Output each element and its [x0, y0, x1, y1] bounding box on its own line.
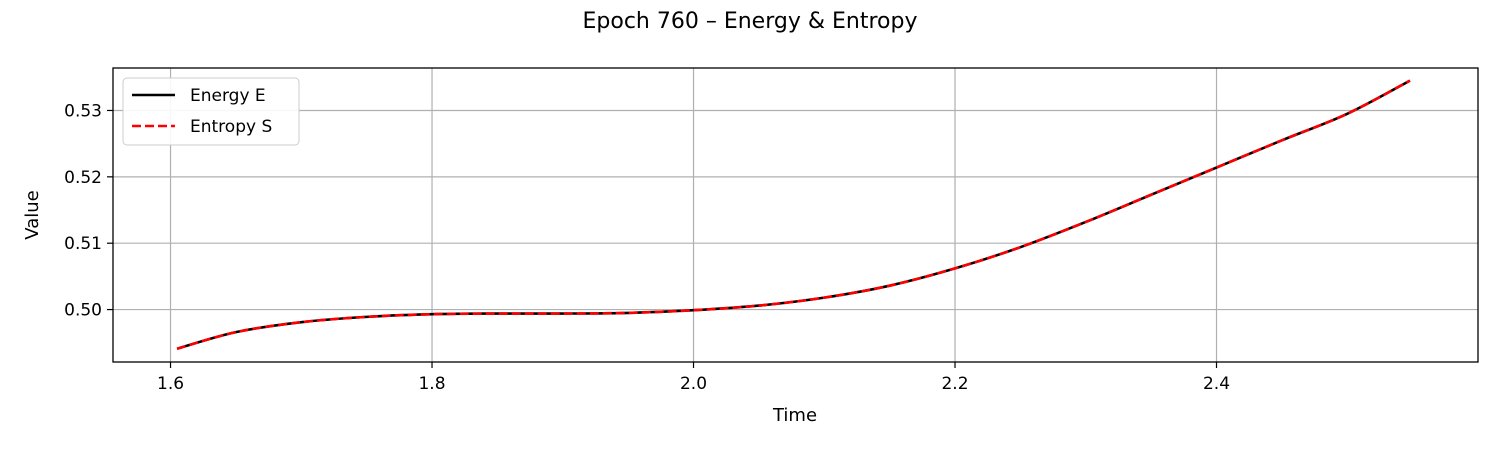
- legend-label-entropy: Entropy S: [190, 117, 272, 137]
- grid: [113, 68, 1478, 362]
- series-line-entropy-s: [176, 79, 1411, 350]
- y-tick-label: 0.53: [64, 101, 102, 121]
- legend-label-energy: Energy E: [190, 86, 266, 106]
- legend: Energy E Entropy S: [122, 77, 300, 146]
- y-tick-label: 0.50: [64, 301, 102, 321]
- series-group: [176, 79, 1411, 350]
- y-tick-label: 0.51: [64, 234, 102, 254]
- x-tick-label: 1.8: [418, 374, 445, 394]
- x-axis-label: Time: [772, 405, 817, 426]
- x-tick-label: 2.2: [941, 374, 968, 394]
- y-axis: 0.50 0.51 0.52 0.53: [64, 101, 113, 321]
- x-tick-label: 2.0: [680, 374, 707, 394]
- x-axis: 1.6 1.8 2.0 2.2 2.4: [157, 362, 1230, 394]
- series-line-energy-e: [176, 79, 1411, 350]
- plot-area-frame: [112, 67, 1479, 363]
- chart-title: Epoch 760 – Energy & Entropy: [583, 9, 918, 34]
- y-axis-label: Value: [22, 190, 43, 239]
- y-tick-label: 0.52: [64, 168, 102, 188]
- x-tick-label: 1.6: [157, 374, 184, 394]
- x-tick-label: 2.4: [1203, 374, 1230, 394]
